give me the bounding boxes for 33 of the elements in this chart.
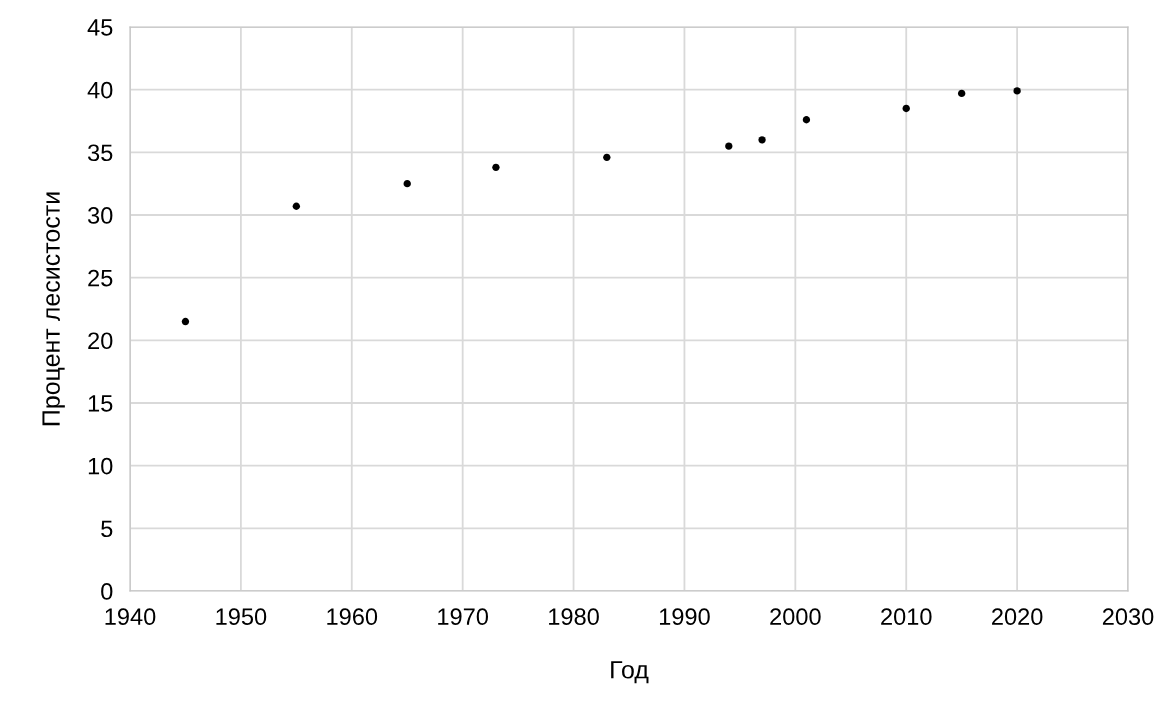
point <box>902 104 910 113</box>
point <box>758 136 766 144</box>
y-tick-label: 0 <box>101 583 113 600</box>
y-tick-label: 10 <box>88 457 113 475</box>
x-tick-label: 1940 <box>105 608 156 626</box>
y-tick-label: 5 <box>101 520 113 538</box>
y-tick-label: 15 <box>88 395 113 412</box>
y-tick-label: 40 <box>87 81 113 99</box>
x-tick-label: 1950 <box>216 608 267 626</box>
y-tick-label: 20 <box>88 332 113 350</box>
point <box>725 142 733 150</box>
y-tick-label: 25 <box>88 269 113 287</box>
point <box>802 116 811 124</box>
x-tick-label: 2010 <box>881 608 932 626</box>
point <box>181 317 190 326</box>
x-tick-label: 1990 <box>659 608 710 626</box>
x-tick-label: 1960 <box>327 608 378 626</box>
x-tick-label: 1970 <box>438 608 489 626</box>
point <box>492 163 500 172</box>
point <box>603 153 611 162</box>
x-tick-label: 2000 <box>770 608 821 626</box>
point <box>1013 87 1021 95</box>
y-tick-label: 45 <box>87 19 113 36</box>
point <box>957 89 966 98</box>
x-tick-label: 2020 <box>992 608 1043 626</box>
point <box>403 179 411 188</box>
x-axis-title: Год <box>611 661 649 684</box>
x-tick-label: 1980 <box>549 608 599 626</box>
y-axis-title: Процент лесистости <box>42 192 65 426</box>
x-tick-label: 2030 <box>1102 608 1154 626</box>
y-tick-label: 30 <box>87 207 113 224</box>
point <box>292 202 301 210</box>
y-tick-label: 35 <box>87 144 113 162</box>
